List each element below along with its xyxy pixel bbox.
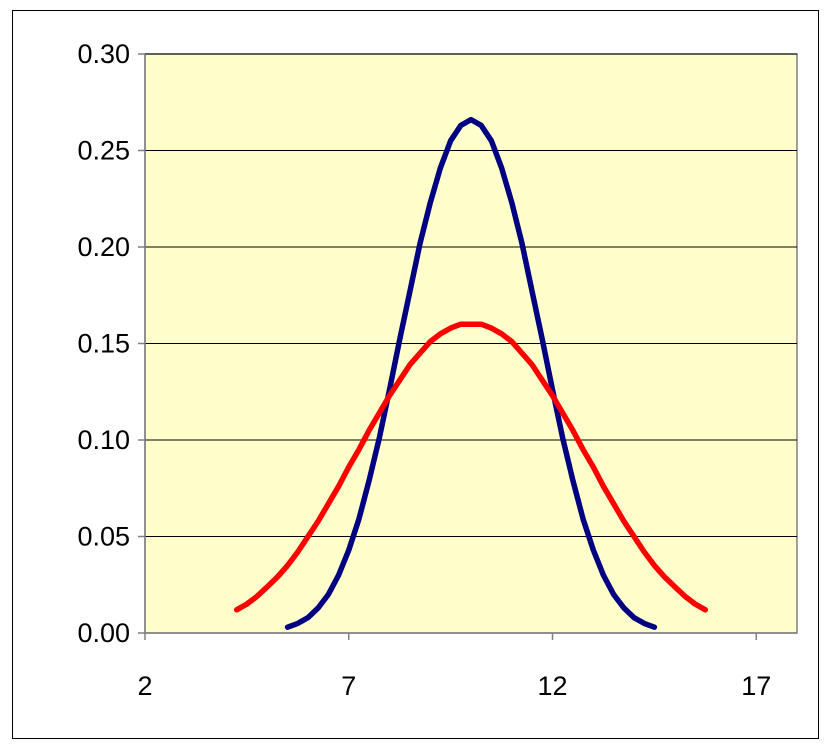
- series-layer: [233, 116, 709, 630]
- x-tick-label-2: 12: [537, 671, 567, 701]
- x-tick-label-0: 2: [137, 671, 152, 701]
- y-tick-label-2: 0.10: [77, 425, 130, 455]
- y-tick-label-4: 0.20: [77, 232, 130, 262]
- x-axis-ticks: 2 7 12 17: [137, 633, 771, 701]
- y-tick-label-1: 0.05: [77, 522, 130, 552]
- x-tick-label-1: 7: [341, 671, 356, 701]
- y-tick-label-0: 0.00: [77, 618, 130, 648]
- y-tick-label-3: 0.15: [77, 329, 130, 359]
- series-line-2: [233, 321, 709, 613]
- y-tick-label-6: 0.30: [77, 39, 130, 69]
- y-axis-ticks: 0.00 0.05 0.10 0.15 0.20 0.25 0.30: [77, 39, 145, 648]
- y-tick-label-5: 0.25: [77, 136, 130, 166]
- gridlines: [145, 53, 797, 537]
- x-tick-label-3: 17: [741, 671, 771, 701]
- series-line-1: [284, 116, 658, 630]
